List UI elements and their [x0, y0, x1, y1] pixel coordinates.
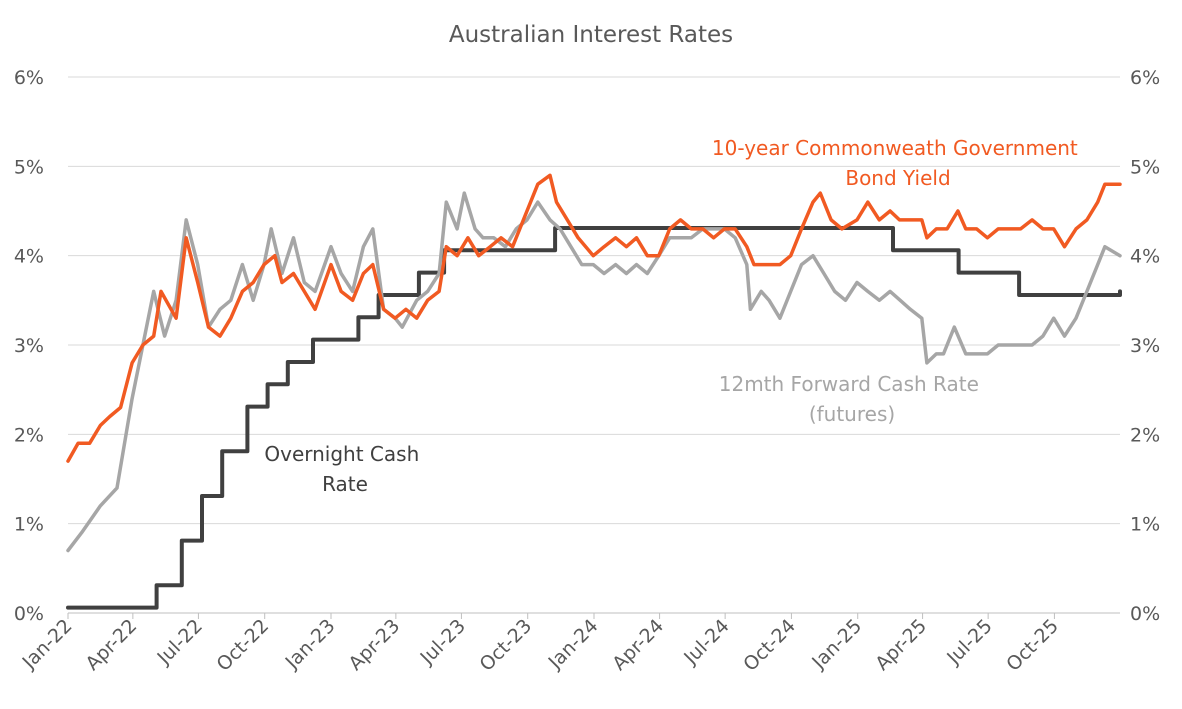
y-tick-right: 3% — [1130, 335, 1160, 357]
x-tick-label: Jul-23 — [416, 615, 470, 669]
y-tick-left: 3% — [14, 335, 44, 357]
y-axis-left: 0% 1% 2% 3% 4% 5% 6% — [14, 67, 44, 625]
y-tick-left: 6% — [14, 67, 44, 89]
y-tick-left: 5% — [14, 156, 44, 178]
chart-title: Australian Interest Rates — [449, 22, 733, 48]
y-tick-left: 0% — [14, 603, 44, 625]
x-tick-label: Oct-23 — [476, 615, 537, 676]
cash-rate-label: Overnight Cash Rate — [264, 442, 425, 496]
y-tick-left: 1% — [14, 514, 44, 536]
x-tick-label: Oct-25 — [1002, 615, 1063, 676]
x-tick-label: Jan-23 — [281, 615, 340, 674]
x-tick-label: Apr-24 — [608, 615, 668, 675]
series-annotations: 10-year Commonweath Government Bond Yiel… — [264, 136, 1084, 496]
x-tick-label: Jul-24 — [679, 615, 733, 669]
series-line-overnight-cash-rate — [66, 226, 1122, 610]
y-axis-right: 0% 1% 2% 3% 4% 5% 6% — [1130, 67, 1160, 625]
x-tick-label: Apr-25 — [871, 615, 931, 675]
futures-label: 12mth Forward Cash Rate (futures) — [719, 372, 986, 426]
x-tick-label: Jul-22 — [153, 615, 207, 669]
y-tick-right: 0% — [1130, 603, 1160, 625]
x-tick-label: Jan-24 — [544, 615, 603, 674]
x-tick-label: Apr-22 — [82, 615, 142, 675]
x-tick-label: Jul-25 — [942, 615, 996, 669]
y-tick-right: 2% — [1130, 424, 1160, 446]
series-line-12mth-forward-cash-rate-futures — [66, 191, 1122, 553]
y-tick-right: 1% — [1130, 514, 1160, 536]
x-tick-label: Oct-24 — [739, 615, 800, 676]
bond-yield-label: 10-year Commonweath Government Bond Yiel… — [712, 136, 1084, 190]
series-line-10-year-commonweath-government-bond-yield — [66, 173, 1122, 463]
series-lines — [66, 173, 1122, 610]
x-tick-label: Jan-25 — [807, 615, 866, 674]
y-tick-left: 2% — [14, 424, 44, 446]
bond-yield-label-line1: 10-year Commonweath Government — [712, 136, 1078, 160]
y-tick-left: 4% — [14, 246, 44, 268]
x-axis: Jan-22 Apr-22 Jul-22 Oct-22 Jan-23 Apr-23 Jul-… — [18, 612, 1120, 676]
y-tick-right: 6% — [1130, 67, 1160, 89]
x-tick-label: Oct-22 — [213, 615, 274, 676]
futures-label-line1: 12mth Forward Cash Rate — [719, 372, 979, 396]
cash-rate-label-line1: Overnight Cash — [264, 442, 419, 466]
cash-rate-label-line2: Rate — [322, 472, 368, 496]
y-tick-right: 4% — [1130, 246, 1160, 268]
bond-yield-label-line2: Bond Yield — [845, 166, 950, 190]
x-tick-label: Apr-23 — [345, 615, 405, 675]
futures-label-line2: (futures) — [809, 402, 895, 426]
y-tick-right: 5% — [1130, 156, 1160, 178]
